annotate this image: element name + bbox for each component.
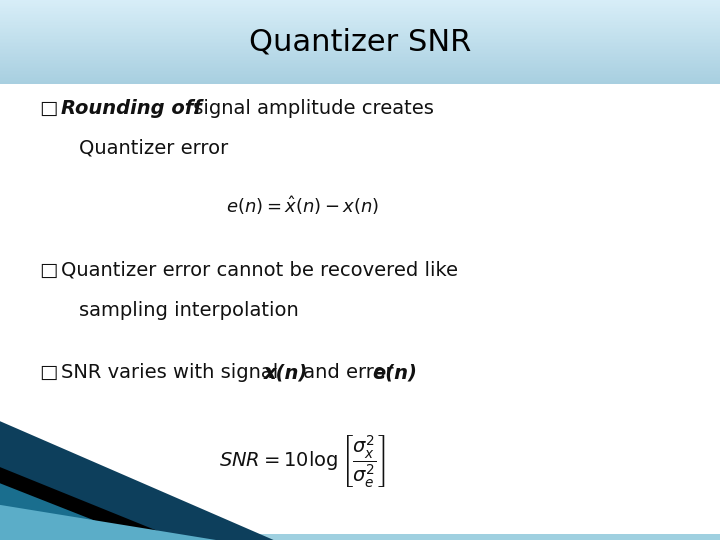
- Bar: [0, 16, 720, 18]
- Bar: [0, 36, 720, 38]
- Bar: [0, 72, 720, 74]
- Bar: [0, 6, 720, 8]
- Bar: [0, 45, 720, 48]
- Bar: [0, 75, 720, 77]
- Text: x(n): x(n): [264, 363, 308, 382]
- Bar: [0, 14, 720, 15]
- Text: SNR varies with signal: SNR varies with signal: [61, 363, 284, 382]
- Bar: [0, 69, 720, 71]
- Bar: [0, 73, 720, 76]
- Text: $e(n) = \hat{x}(n) - x(n)$: $e(n) = \hat{x}(n) - x(n)$: [225, 194, 379, 217]
- Bar: [0, 62, 720, 64]
- Text: □: □: [40, 363, 58, 382]
- Bar: [0, 37, 720, 39]
- Text: Rounding off: Rounding off: [61, 98, 202, 118]
- Bar: [0, 47, 720, 49]
- Text: sampling interpolation: sampling interpolation: [79, 301, 299, 320]
- Bar: [0, 59, 720, 62]
- Bar: [0, 51, 720, 53]
- Bar: [0, 26, 720, 28]
- Bar: [0, 24, 720, 26]
- Text: $SNR = 10\log\left[\dfrac{\sigma_x^{2}}{\sigma_e^{2}}\right]$: $SNR = 10\log\left[\dfrac{\sigma_x^{2}}{…: [219, 434, 386, 490]
- Text: □: □: [40, 260, 58, 280]
- Bar: [0, 48, 720, 50]
- Bar: [0, 76, 720, 78]
- Bar: [0, 15, 720, 17]
- Text: signal amplitude creates: signal amplitude creates: [187, 98, 434, 118]
- Bar: [0, 78, 720, 79]
- Bar: [0, 64, 720, 65]
- Bar: [0, 79, 720, 81]
- Bar: [0, 2, 720, 4]
- Polygon shape: [0, 421, 274, 540]
- Bar: [0, 22, 720, 24]
- Bar: [0, 33, 720, 35]
- Text: Quantizer error: Quantizer error: [79, 139, 228, 158]
- Text: and error: and error: [297, 363, 400, 382]
- Bar: [0, 9, 720, 11]
- Bar: [0, 40, 720, 42]
- Bar: [0, 19, 720, 21]
- Bar: [0, 61, 720, 63]
- Bar: [0, 29, 720, 31]
- Bar: [0, 5, 720, 7]
- Bar: [0, 58, 720, 60]
- Bar: [0, 0, 720, 2]
- Polygon shape: [0, 534, 720, 540]
- Bar: [0, 50, 720, 52]
- Text: Quantizer error cannot be recovered like: Quantizer error cannot be recovered like: [61, 260, 458, 280]
- Bar: [0, 52, 720, 55]
- Bar: [0, 31, 720, 33]
- Bar: [0, 65, 720, 67]
- Polygon shape: [0, 505, 216, 540]
- Bar: [0, 21, 720, 22]
- Bar: [0, 23, 720, 25]
- Bar: [0, 44, 720, 46]
- Bar: [0, 4, 720, 5]
- Bar: [0, 55, 720, 57]
- Bar: [0, 82, 720, 84]
- Bar: [0, 80, 720, 82]
- Text: □: □: [40, 98, 58, 118]
- Polygon shape: [0, 483, 144, 540]
- Bar: [0, 66, 720, 69]
- Bar: [0, 42, 720, 43]
- Bar: [0, 18, 720, 19]
- Text: Quantizer SNR: Quantizer SNR: [249, 28, 471, 56]
- Bar: [0, 35, 720, 36]
- Bar: [0, 38, 720, 40]
- Bar: [0, 30, 720, 32]
- Bar: [0, 1, 720, 3]
- Bar: [0, 43, 720, 45]
- Bar: [0, 54, 720, 56]
- Bar: [0, 71, 720, 72]
- Bar: [0, 68, 720, 70]
- Bar: [0, 8, 720, 10]
- Text: e(n): e(n): [372, 363, 417, 382]
- Bar: [0, 28, 720, 29]
- Polygon shape: [0, 467, 180, 540]
- Bar: [0, 12, 720, 14]
- Bar: [0, 57, 720, 59]
- Bar: [0, 11, 720, 12]
